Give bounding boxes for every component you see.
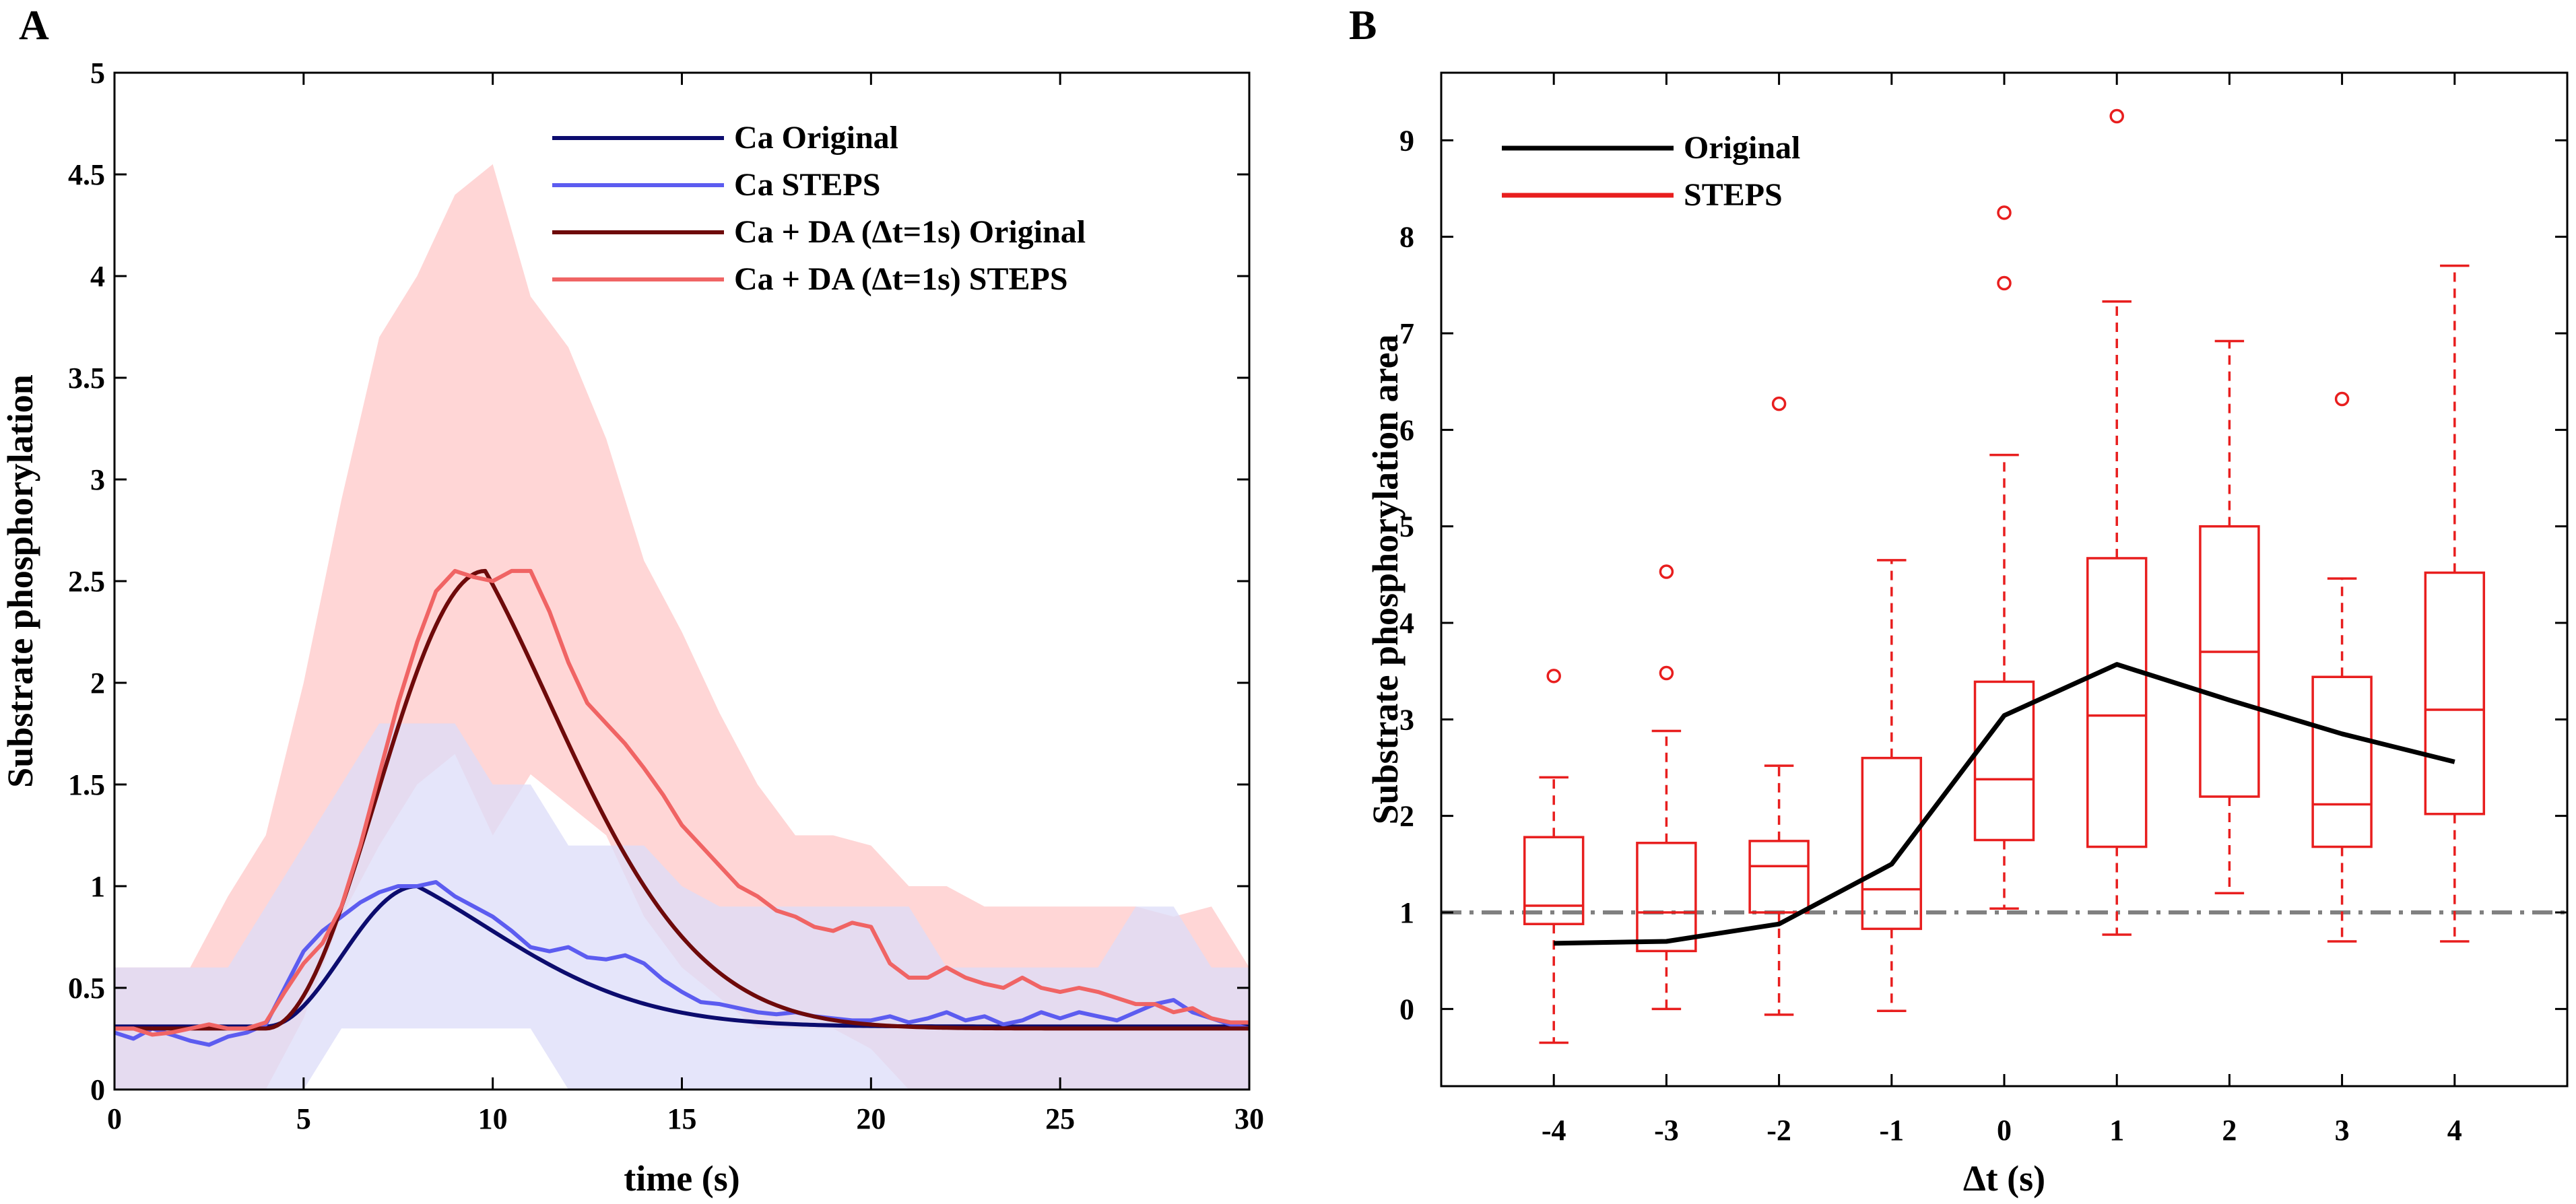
legend-label: Ca + DA (Δt=1s) STEPS — [734, 261, 1068, 297]
x-tick-label: -2 — [1766, 1114, 1791, 1147]
panel-b: B -4 -3 -2 -1 0 1 2 3 4 0 1 2 3 4 5 6 7 8 9 Δt (s) Substra… — [1349, 3, 2569, 1199]
band-1 — [114, 723, 1249, 1090]
box-iqr — [2199, 525, 2260, 798]
x-tick-label: 30 — [1234, 1102, 1264, 1135]
panel-a-ylabel: Substrate phosphorylation — [0, 374, 40, 788]
panel-b-letter: B — [1349, 3, 1377, 48]
x-tick-label: 15 — [667, 1102, 697, 1135]
x-tick-label: -1 — [1879, 1114, 1904, 1147]
box-iqr — [1748, 840, 1810, 914]
box-4 — [2424, 264, 2486, 943]
box-3 — [2311, 391, 2373, 943]
panel-b-boxes — [1523, 108, 2486, 1044]
panel-a: A 0 5 10 15 20 25 30 0 0.5 1 1.5 2 2.5 3 3.5 4 4.5 5 time… — [0, 3, 1264, 1199]
outlier-point — [1659, 564, 1674, 579]
box-iqr — [1861, 756, 1923, 931]
line-series-3 — [114, 568, 1249, 1037]
box-1 — [2086, 108, 2148, 936]
legend-label: Ca Original — [734, 120, 898, 156]
x-tick-label: 10 — [478, 1102, 508, 1135]
panel-a-legend: Ca Original Ca STEPS Ca + DA (Δt=1s) Origi… — [552, 120, 1086, 297]
y-tick-label: 5 — [90, 57, 105, 90]
panel-b-legend: Original STEPS — [1502, 130, 1800, 213]
panel-b-xlabel: Δt (s) — [1963, 1158, 2045, 1199]
panel-b-lines — [1554, 662, 2455, 946]
outlier-point — [2334, 391, 2350, 407]
outlier-point — [1997, 275, 2012, 291]
legend-label: Ca STEPS — [734, 167, 880, 203]
x-tick-label: -4 — [1542, 1114, 1566, 1147]
y-tick-label: 3.5 — [68, 362, 105, 395]
outlier-point — [1771, 396, 1787, 411]
box--2 — [1748, 396, 1810, 1016]
legend-label: Original — [1684, 130, 1800, 166]
y-tick-label: 7 — [1399, 317, 1414, 350]
x-tick-label: 25 — [1045, 1102, 1075, 1135]
line-original — [1554, 662, 2455, 946]
box-iqr — [2424, 571, 2486, 815]
legend-label: STEPS — [1684, 177, 1783, 213]
line-series-1 — [114, 879, 1250, 1047]
outlier-point — [1997, 205, 2012, 220]
box--1 — [1861, 559, 1923, 1012]
outlier-point — [1659, 665, 1674, 681]
panel-b-ticks: -4 -3 -2 -1 0 1 2 3 4 0 1 2 3 4 5 6 7 8 9 — [1399, 73, 2567, 1147]
y-tick-label: 2 — [90, 667, 105, 700]
y-tick-label: 2.5 — [68, 565, 105, 598]
box--4 — [1523, 669, 1585, 1044]
x-tick-label: 1 — [2109, 1114, 2124, 1147]
panel-a-xlabel: time (s) — [624, 1158, 739, 1199]
y-tick-label: 0.5 — [68, 972, 105, 1005]
panel-b-ylabel: Substrate phosphorylation area — [1365, 334, 1406, 824]
x-tick-label: 2 — [2222, 1114, 2237, 1147]
x-tick-label: 0 — [1997, 1114, 2012, 1147]
y-tick-label: 6 — [1399, 413, 1414, 446]
panel-a-ticks: 0 5 10 15 20 25 30 0 0.5 1 1.5 2 2.5 3 3.5 4 4.5 5 — [68, 57, 1264, 1135]
y-tick-label: 0 — [90, 1073, 105, 1106]
line-series-2 — [114, 568, 1249, 1031]
y-tick-label: 3 — [1399, 703, 1414, 736]
y-tick-label: 4 — [1399, 607, 1414, 640]
panel-a-letter: A — [19, 3, 49, 48]
y-tick-label: 4.5 — [68, 158, 105, 191]
x-tick-label: 0 — [107, 1102, 122, 1135]
y-tick-label: 1 — [1399, 896, 1414, 929]
box-0 — [1973, 205, 2035, 910]
y-tick-label: 3 — [90, 463, 105, 496]
x-tick-label: 4 — [2447, 1114, 2462, 1147]
box--3 — [1636, 564, 1697, 1011]
x-tick-label: 5 — [296, 1102, 311, 1135]
box-iqr — [2311, 675, 2373, 848]
y-tick-label: 4 — [90, 260, 105, 293]
legend-label: Ca + DA (Δt=1s) Original — [734, 214, 1086, 250]
panel-a-bands — [114, 164, 1249, 1090]
box-iqr — [1636, 842, 1697, 953]
y-tick-label: 8 — [1399, 221, 1414, 254]
outlier-point — [1546, 669, 1561, 683]
panel-a-lines — [114, 568, 1250, 1047]
x-tick-label: 3 — [2335, 1114, 2350, 1147]
box-2 — [2199, 339, 2260, 895]
y-tick-label: 1 — [90, 870, 105, 903]
y-tick-label: 5 — [1399, 510, 1414, 543]
outlier-point — [2109, 108, 2124, 124]
y-tick-label: 0 — [1399, 993, 1414, 1026]
x-tick-label: -3 — [1654, 1114, 1679, 1147]
x-tick-label: 20 — [856, 1102, 886, 1135]
y-tick-label: 9 — [1399, 124, 1414, 157]
box-iqr — [2086, 557, 2148, 848]
y-tick-label: 1.5 — [68, 768, 105, 801]
y-tick-label: 2 — [1399, 800, 1414, 833]
band-0 — [114, 164, 1249, 1090]
